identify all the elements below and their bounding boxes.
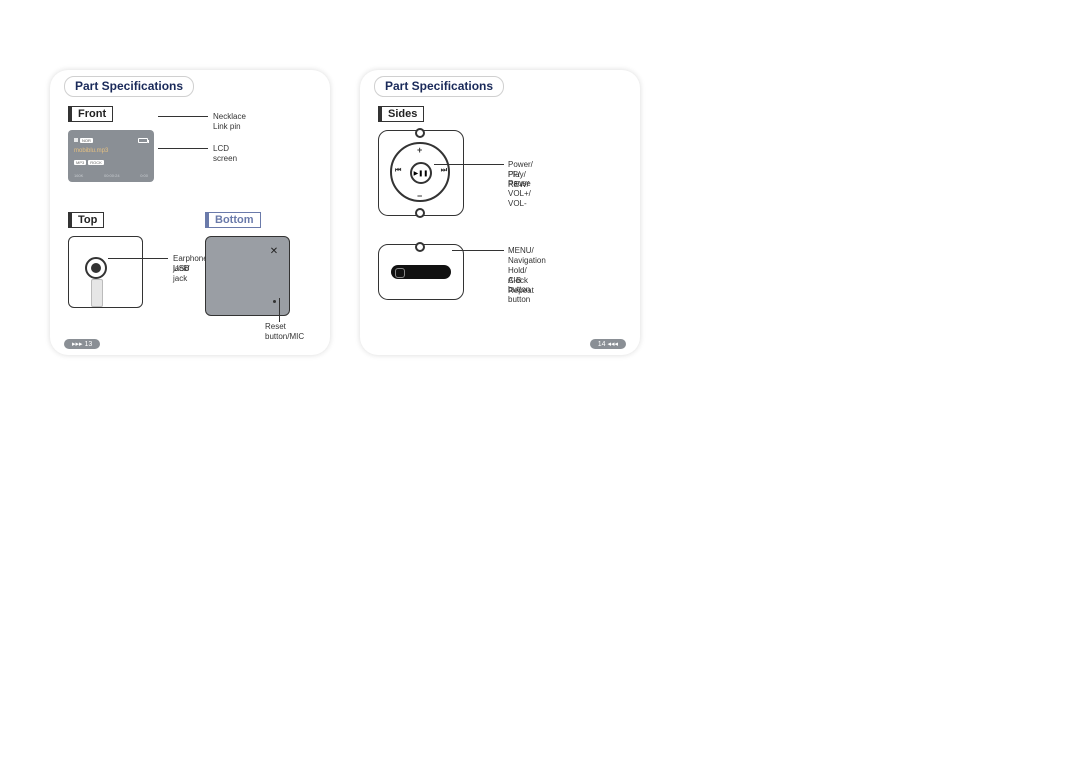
mic-dot [273,300,276,303]
callout-usb: USB jack [173,264,189,283]
lcd-elapsed: 00:00:24 [104,173,120,178]
earphone-jack-icon [85,257,107,279]
control-wheel-box: + − ⏮ ⏭ ▶❚❚ [378,130,464,216]
page-number: 14 ◂◂◂ [590,339,626,349]
nav-pill [391,265,451,279]
close-icon: ✕ [269,247,279,257]
play-pause-button: ▶❚❚ [410,162,432,184]
bottom-section: Bottom ✕ Reset button/MIC [205,210,290,316]
page-title: Part Specifications [64,76,194,97]
top-label: Top [68,212,104,228]
lcd-tag-mp3: MP3 [74,160,86,165]
callout-ab: A-B Repeat button [508,276,534,305]
top-view-box [68,236,143,308]
lcd-nor-tag: NOR [80,138,93,143]
sides-section: Sides + − ⏮ ⏭ ▶❚❚ Power/ Play/ Pause FF/… [378,104,464,300]
minus-icon: − [417,191,422,201]
page-title: Part Specifications [374,76,504,97]
next-icon: ⏭ [441,167,447,175]
nav-box [378,244,464,300]
lanyard-hole-icon [415,208,425,218]
callout-lcd: LCD screen [213,144,237,163]
callout-line [158,116,208,117]
page-left: Part Specifications Front NOR mobiblu.mp… [50,70,330,355]
play-pause-icon: ▶❚❚ [414,170,429,177]
page-right: Part Specifications Sides + − ⏮ ⏭ ▶❚❚ Po… [360,70,640,355]
sides-label: Sides [378,106,424,122]
callout-line [452,250,504,251]
front-label: Front [68,106,113,122]
lcd-device: NOR mobiblu.mp3 MP3 ROCK 160K 00:00:24 0… [68,130,154,182]
lcd-speaker-icon [74,138,78,142]
lcd-bitrate: 160K [74,173,83,178]
bottom-label: Bottom [205,212,261,228]
callout-ffrew: FF/ REW/ VOL+/ VOL- [508,170,531,208]
lanyard-hole-icon [415,242,425,252]
lcd-tag-rock: ROCK [88,160,104,165]
lanyard-hole-icon [415,128,425,138]
callout-menu: MENU/ Navigation [508,246,546,265]
plus-icon: + [417,145,422,155]
top-section: Top Earphone jack/ USB jack [68,210,143,308]
prev-icon: ⏮ [395,167,401,175]
front-section: Front NOR mobiblu.mp3 MP3 ROCK 160K 00:0… [68,104,154,182]
callout-reset: Reset [265,322,286,332]
callout-necklace: Necklace Link pin [213,112,246,131]
callout-line [158,148,208,149]
bottom-view-box: ✕ [205,236,290,316]
callout-line [279,298,280,322]
jack-stem [91,279,103,307]
lcd-track-title: mobiblu.mp3 [74,148,148,154]
lcd-remain: 0:00 [140,173,148,178]
manual-spread: Part Specifications Front NOR mobiblu.mp… [50,70,640,355]
page-number: ▸▸▸ 13 [64,339,100,349]
callout-line [434,164,504,165]
callout-reset-mic: button/MIC [265,332,304,342]
battery-icon [138,138,148,143]
callout-line [108,258,168,259]
